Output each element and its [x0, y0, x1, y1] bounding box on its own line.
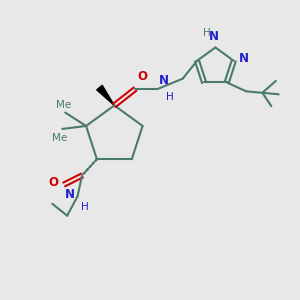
Text: O: O — [49, 176, 59, 190]
Text: N: N — [239, 52, 249, 65]
Text: O: O — [137, 70, 147, 83]
Text: H: H — [203, 28, 211, 38]
Text: H: H — [80, 202, 88, 212]
Text: N: N — [159, 74, 169, 87]
Text: H: H — [166, 92, 173, 102]
Text: N: N — [209, 30, 219, 43]
Text: Me: Me — [52, 134, 67, 143]
Polygon shape — [97, 85, 114, 105]
Text: Me: Me — [56, 100, 71, 110]
Text: N: N — [65, 188, 75, 201]
